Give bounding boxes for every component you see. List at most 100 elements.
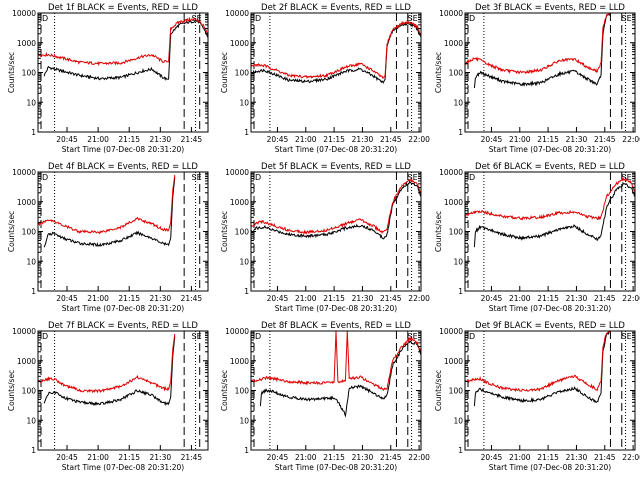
y-tick-label: 10000 [225,9,249,18]
marker-label-se: SE [408,173,418,182]
series-lld-line [251,177,421,235]
x-axis-title: Start Time (07-Dec-08 20:31:20) [489,145,611,154]
panel-title: Det 7f BLACK = Events, RED = LLD [48,321,198,331]
series-lld-line [465,331,611,393]
marker-label-se: SE [622,173,632,182]
marker-label-d: D [469,14,475,23]
x-tick-label: 22:00 [622,135,640,144]
x-tick-label: 21:15 [323,453,345,462]
x-tick-label: 21:30 [150,453,172,462]
panel-title: Det 3f BLACK = Events, RED = LLD [475,3,625,13]
x-tick-label: 22:00 [408,453,430,462]
y-tick-label: 10 [239,416,249,425]
y-tick-label: 10000 [225,168,249,177]
y-tick-label: 1 [458,446,463,455]
panel-title: Det 4f BLACK = Events, RED = LLD [48,162,198,172]
y-tick-label: 1000 [444,198,463,207]
x-tick-label: 21:00 [87,135,109,144]
y-tick-label: 1000 [444,39,463,48]
y-tick-label: 10000 [439,327,463,336]
y-tick-label: 1 [244,287,249,296]
x-tick-label: 22:00 [622,453,640,462]
marker-label-d: D [255,14,261,23]
panel-title: Det 6f BLACK = Events, RED = LLD [475,162,625,172]
x-tick-label: 21:30 [150,294,172,303]
plot-frame [37,171,209,292]
x-tick-label: 21:15 [118,135,140,144]
x-tick-label: 21:45 [380,294,402,303]
y-tick-label: 100 [449,69,464,78]
plot-frame [37,12,209,133]
x-tick-label: 21:30 [352,294,374,303]
x-tick-label: 21:15 [537,135,559,144]
x-tick-label: 21:15 [118,294,140,303]
x-tick-label: 21:30 [566,294,588,303]
series-events-line [251,179,421,240]
x-tick-label: 21:45 [181,135,203,144]
series-events-line [473,181,635,248]
y-axis-title: Counts/sec [220,370,229,411]
y-tick-label: 1000 [17,39,36,48]
x-tick-label: 21:15 [537,453,559,462]
series-lld-line [465,176,635,221]
series-events-line [43,177,176,248]
series-events-line [251,21,421,84]
y-tick-label: 1000 [230,198,249,207]
marker-label-d: D [469,332,475,341]
y-tick-label: 1 [458,287,463,296]
y-tick-label: 1000 [230,357,249,366]
x-tick-label: 21:30 [566,135,588,144]
x-axis-title: Start Time (07-Dec-08 20:31:20) [489,463,611,472]
x-tick-label: 21:45 [594,135,616,144]
x-tick-label: 20:45 [267,453,289,462]
x-tick-label: 22:00 [408,135,430,144]
x-tick-label: 21:30 [150,135,172,144]
x-tick-label: 21:45 [181,294,203,303]
x-tick-label: 21:15 [537,294,559,303]
y-tick-label: 100 [235,69,250,78]
x-tick-label: 20:45 [481,135,503,144]
x-tick-label: 20:45 [56,294,78,303]
y-tick-label: 10 [26,416,36,425]
marker-label-se: SE [192,332,202,341]
y-tick-label: 1 [31,128,36,137]
x-tick-label: 21:00 [87,294,109,303]
y-tick-label: 1000 [230,39,249,48]
y-tick-label: 1 [31,446,36,455]
y-tick-label: 1000 [444,357,463,366]
marker-label-se: SE [622,332,632,341]
series-events-line [43,17,208,82]
y-tick-label: 10 [239,257,249,266]
y-tick-label: 10 [26,98,36,107]
y-tick-label: 100 [22,69,37,78]
panel-title: Det 2f BLACK = Events, RED = LLD [261,3,411,13]
y-tick-label: 10 [239,98,249,107]
y-axis-title: Counts/sec [434,211,443,252]
series-lld-line [465,13,611,75]
x-tick-label: 21:45 [380,135,402,144]
marker-label-se: SE [408,332,418,341]
y-tick-label: 1000 [17,198,36,207]
x-axis-title: Start Time (07-Dec-08 20:31:20) [275,304,397,313]
series-lld-line [38,16,208,67]
x-tick-label: 21:00 [295,135,317,144]
panel-title: Det 8f BLACK = Events, RED = LLD [261,321,411,331]
series-events-line [259,340,421,418]
y-tick-label: 100 [449,228,464,237]
marker-label-se: SE [192,14,202,23]
x-tick-label: 21:15 [323,294,345,303]
marker-label-d: D [42,173,48,182]
y-axis-title: Counts/sec [434,370,443,411]
marker-label-d: D [469,173,475,182]
y-tick-label: 10000 [12,327,36,336]
y-axis-title: Counts/sec [220,52,229,93]
y-axis-title: Counts/sec [220,211,229,252]
x-tick-label: 21:00 [509,135,531,144]
x-tick-label: 21:00 [509,453,531,462]
